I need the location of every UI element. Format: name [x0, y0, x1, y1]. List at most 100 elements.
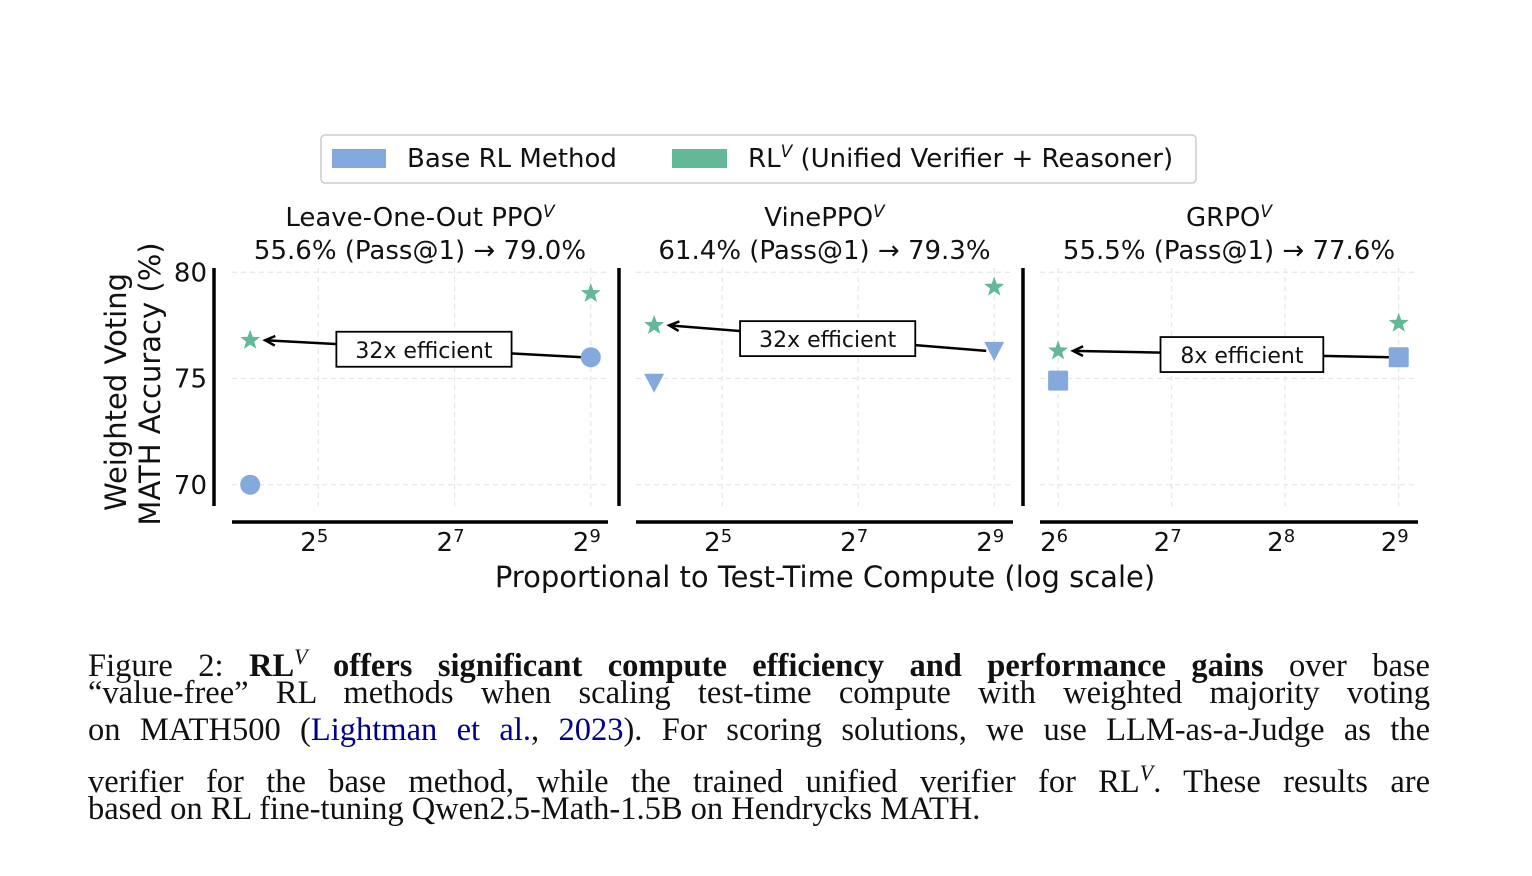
- x-tick-label: 25: [300, 526, 328, 558]
- y-tick-label: 80: [174, 258, 207, 288]
- citation-link[interactable]: Lightman et al.: [310, 712, 531, 748]
- panel-title-text: VinePPO: [764, 203, 873, 233]
- x-tick-exponent: 7: [1170, 526, 1181, 547]
- panel-title-sup: V: [543, 202, 556, 222]
- legend-rlv-text: RL: [748, 144, 781, 174]
- rlv-point-star: [1388, 312, 1409, 332]
- superscript: V: [1139, 760, 1154, 785]
- citation-link[interactable]: 2023: [558, 712, 624, 748]
- x-tick-base: 2: [573, 528, 590, 558]
- x-tick-base: 2: [300, 528, 317, 558]
- panel-title: VinePPOV: [764, 202, 886, 233]
- x-tick-exponent: 5: [721, 526, 732, 547]
- caption-line: based on RL fine-tuning Qwen2.5-Math-1.5…: [88, 791, 1430, 828]
- x-tick-exponent: 7: [453, 526, 464, 547]
- legend-label-base: Base RL Method: [407, 144, 617, 174]
- annotation-label: 8x efficient: [1180, 344, 1304, 369]
- x-tick-label: 27: [437, 526, 465, 558]
- x-tick-exponent: 9: [993, 526, 1004, 547]
- x-tick-base: 2: [704, 528, 721, 558]
- x-tick-exponent: 5: [317, 526, 328, 547]
- arrow-head: [666, 320, 680, 333]
- arrow-head: [1070, 345, 1084, 357]
- panel-title-sup: V: [1260, 202, 1273, 222]
- base-point-circle: [580, 347, 601, 368]
- rlv-point-star: [580, 283, 601, 302]
- legend-frame: [320, 134, 1197, 184]
- annotation-box: [739, 320, 917, 358]
- panel-title-text: GRPO: [1186, 203, 1260, 233]
- x-tick-base: 2: [976, 528, 993, 558]
- legend: Base RL Method RLV (Unified Verifier + R…: [320, 134, 1197, 184]
- caption-text: offers significant compute efficiency an…: [307, 648, 1264, 684]
- x-tick-base: 2: [1381, 528, 1398, 558]
- x-tick-exponent: 8: [1284, 526, 1295, 547]
- caption-text: . These results are: [1153, 764, 1430, 800]
- caption-text: over base: [1263, 648, 1430, 684]
- legend-patch-rlv: [672, 149, 727, 168]
- caption-line: Figure 2: RLV offers significant compute…: [88, 638, 1430, 684]
- legend-label-rlv: RLV (Unified Verifier + Reasoner): [748, 142, 1173, 174]
- x-tick-label: 25: [704, 526, 732, 558]
- rlv-point-star: [1048, 340, 1069, 360]
- base-point-circle: [240, 474, 261, 495]
- panel-title: GRPOV: [1186, 202, 1273, 233]
- legend-rlv-sup: V: [781, 142, 794, 162]
- caption-text: RL: [248, 648, 295, 684]
- y-tick-label: 70: [174, 471, 207, 501]
- caption-text: ,: [531, 712, 559, 748]
- x-tick-label: 26: [1040, 526, 1068, 558]
- annotation-box: [1159, 336, 1325, 373]
- x-tick-label: 29: [976, 526, 1004, 558]
- rlv-point-star: [984, 276, 1005, 296]
- x-tick-label: 28: [1267, 526, 1295, 558]
- x-tick-exponent: 9: [589, 526, 600, 547]
- caption-line: verifier for the base method, while the …: [88, 754, 1430, 800]
- panel-title-sup: V: [873, 202, 886, 222]
- x-tick-exponent: 9: [1397, 526, 1408, 547]
- caption-text: ). For scoring solutions, we use LLM-as-…: [623, 712, 1430, 748]
- panel-subtitle: 61.4% (Pass@1) → 79.3%: [658, 236, 990, 266]
- base-point-square: [1388, 347, 1409, 368]
- base-point-square: [1048, 370, 1069, 391]
- legend-rlv-rest: (Unified Verifier + Reasoner): [792, 144, 1173, 174]
- x-axis-label: Proportional to Test-Time Compute (log s…: [495, 560, 1155, 594]
- x-tick-base: 2: [1040, 528, 1057, 558]
- arrow-head: [262, 334, 276, 347]
- caption-line: on MATH500 (Lightman et al., 2023). For …: [88, 712, 1430, 749]
- y-tick-label: 75: [174, 365, 207, 395]
- rlv-point-star: [240, 329, 261, 349]
- y-axis-label-line2: MATH Accuracy (%): [133, 242, 167, 525]
- x-tick-label: 27: [1154, 526, 1182, 558]
- superscript: V: [294, 644, 308, 669]
- annotation-box: [335, 330, 513, 368]
- figure-caption: Figure 2: RLV offers significant compute…: [88, 638, 1430, 828]
- panel-title-text: Leave-One-Out PPO: [285, 203, 543, 233]
- panel-subtitle: 55.6% (Pass@1) → 79.0%: [254, 236, 586, 266]
- base-point-triangle: [644, 373, 665, 393]
- caption-text: verifier for the base method, while the …: [88, 764, 1140, 800]
- caption-text: “value-free” RL methods when scaling tes…: [88, 675, 1430, 711]
- legend-patch-base: [332, 149, 386, 168]
- x-tick-label: 27: [840, 526, 868, 558]
- caption-text: Figure 2:: [88, 648, 249, 684]
- x-tick-label: 29: [1381, 526, 1409, 558]
- caption-line: “value-free” RL methods when scaling tes…: [88, 675, 1430, 712]
- y-axis-label-line1: Weighted Voting: [99, 273, 133, 511]
- caption-text: based on RL fine-tuning Qwen2.5-Math-1.5…: [88, 791, 981, 827]
- x-tick-base: 2: [437, 528, 454, 558]
- panel-subtitle: 55.5% (Pass@1) → 77.6%: [1063, 236, 1395, 266]
- annotation-label: 32x efficient: [759, 328, 896, 353]
- x-tick-base: 2: [1267, 528, 1284, 558]
- x-tick-base: 2: [840, 528, 857, 558]
- x-tick-base: 2: [1154, 528, 1171, 558]
- panel-title: Leave-One-Out PPOV: [285, 202, 556, 233]
- x-tick-exponent: 6: [1057, 526, 1068, 547]
- x-tick-exponent: 7: [857, 526, 868, 547]
- x-tick-label: 29: [573, 526, 601, 558]
- rlv-point-star: [644, 314, 665, 334]
